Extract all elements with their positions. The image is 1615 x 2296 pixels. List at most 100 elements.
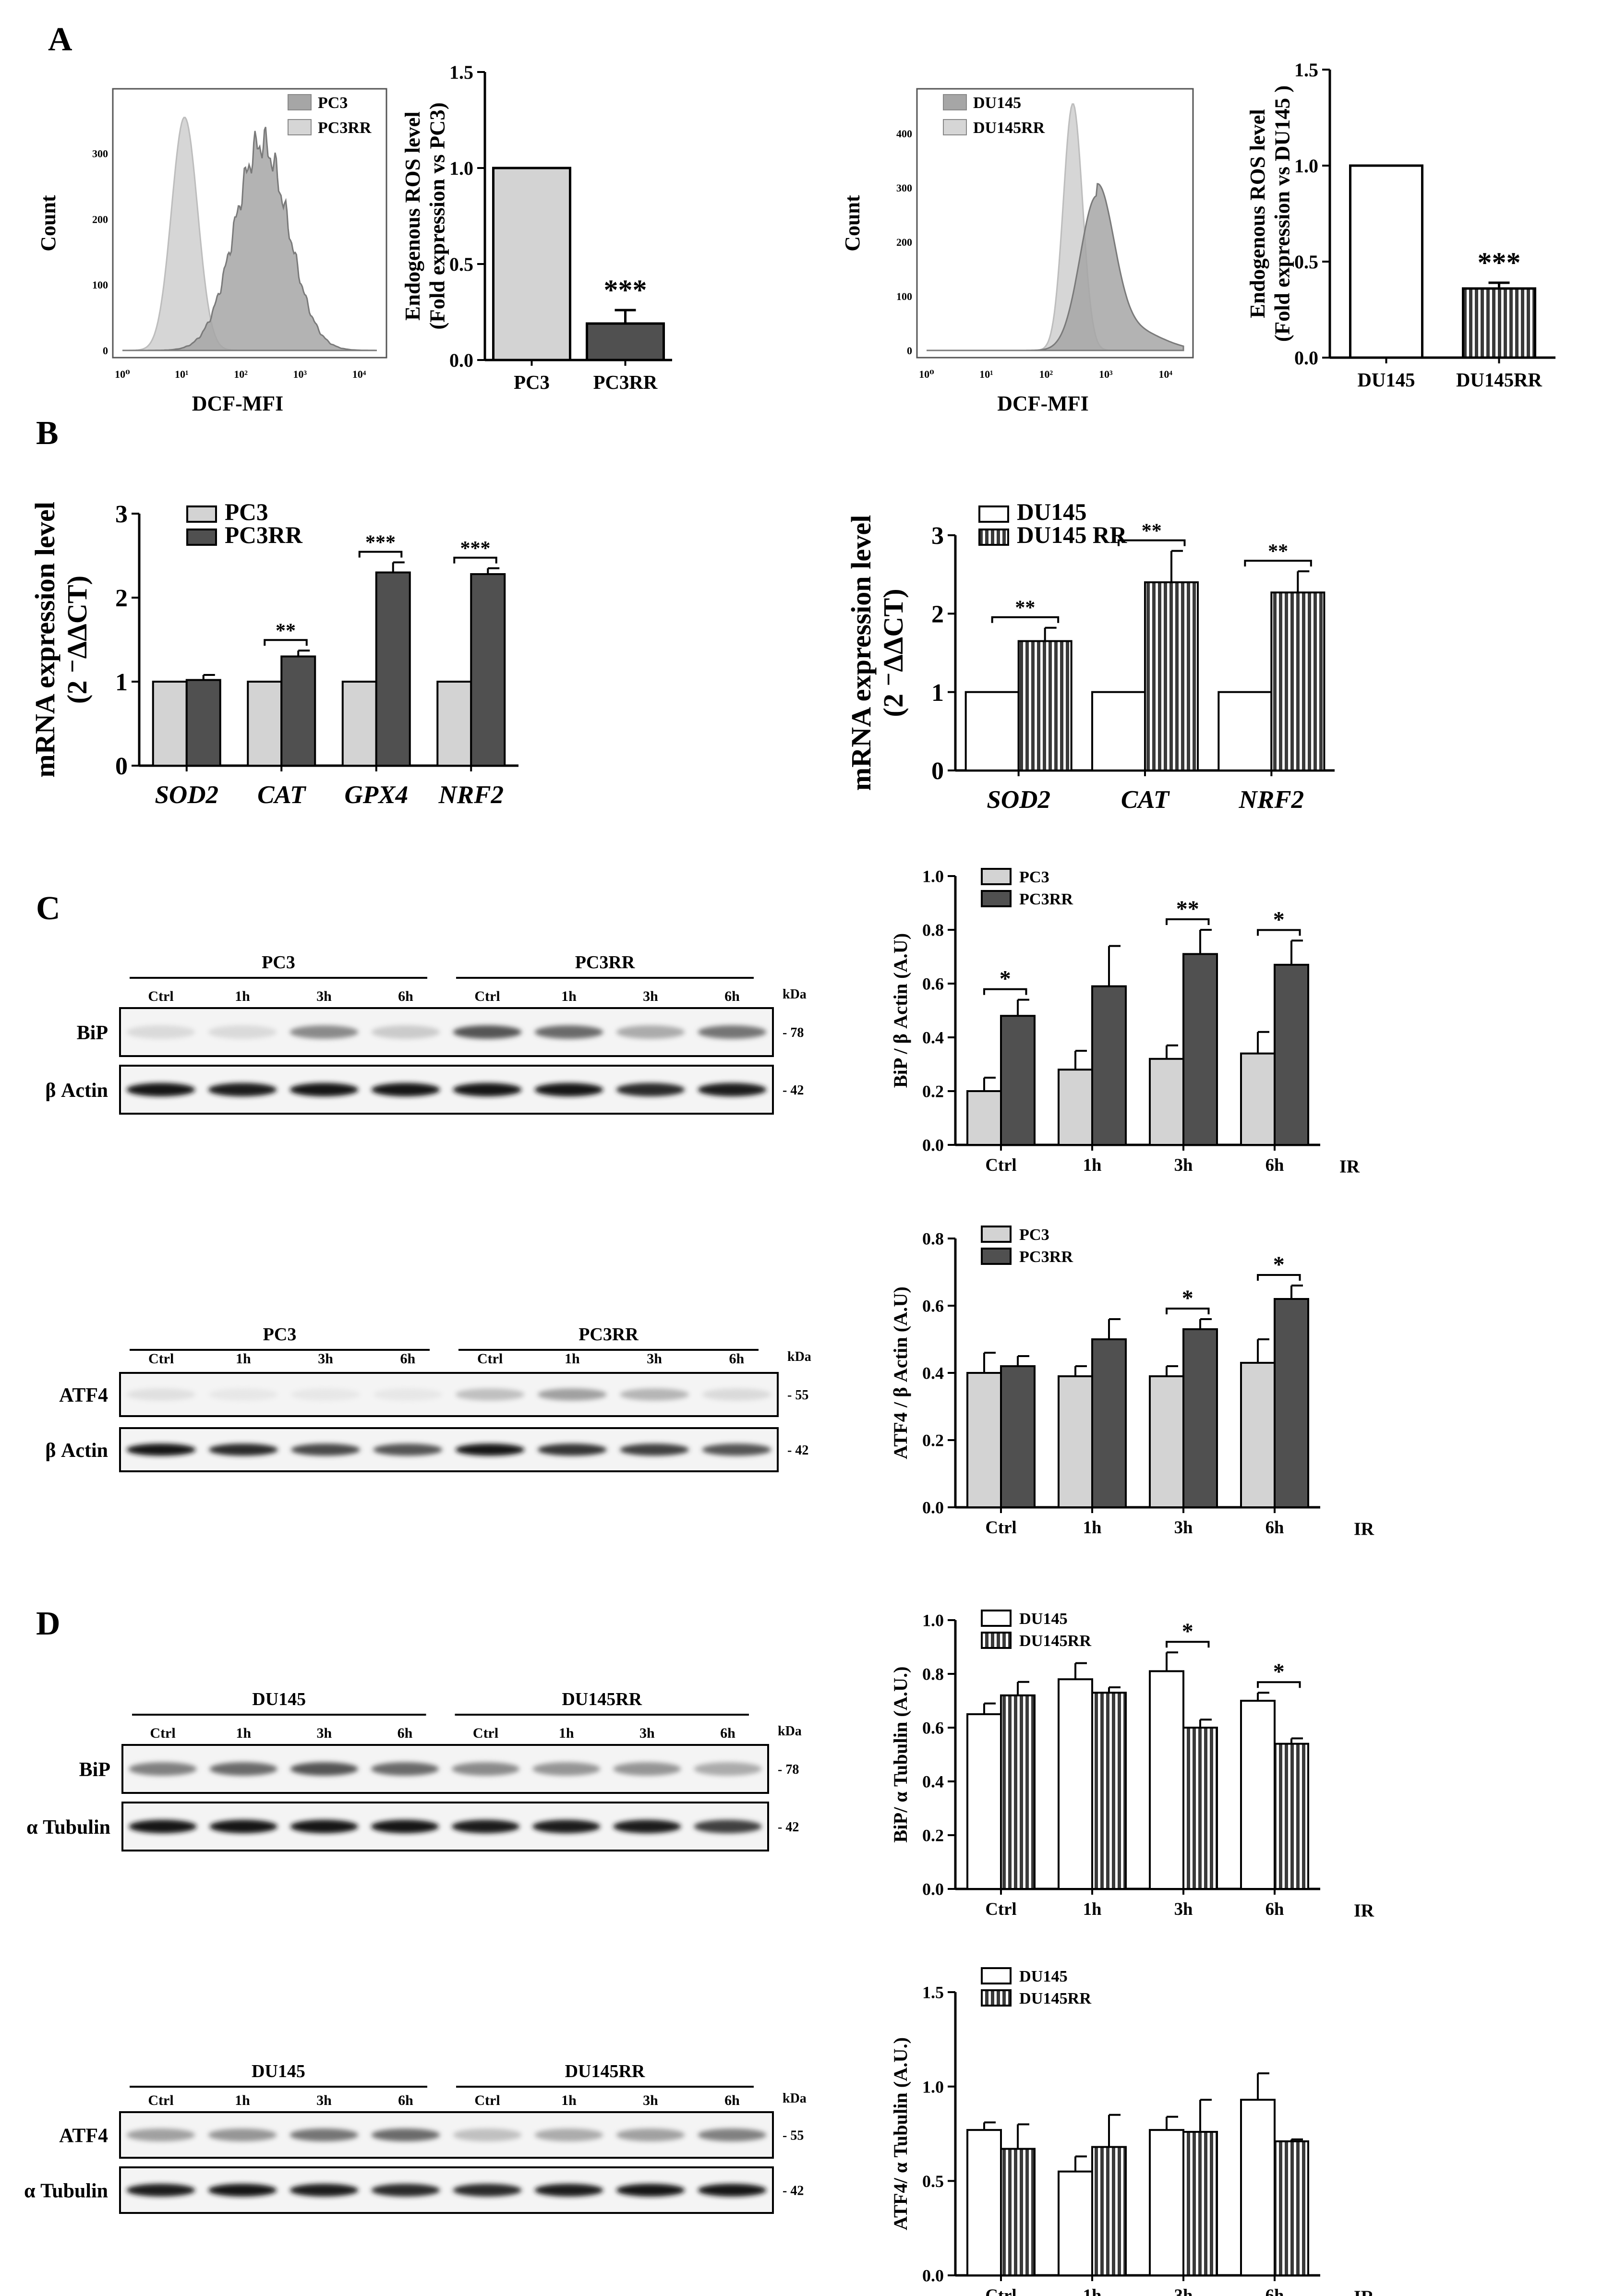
western-blot-1-band [453, 1025, 522, 1039]
western-blot-4-row-label: α Tubulin [24, 2180, 108, 2202]
chart-b-du145-ytick-label: 3 [931, 522, 944, 550]
chart-c-atf4-ytick-label: 0.4 [922, 1364, 944, 1383]
chart-b-pc3-bar [470, 573, 506, 767]
western-blot-3-group-label: DU145 [252, 1689, 306, 1709]
western-blot-3-band [209, 1762, 277, 1776]
western-blot-1-lane-label: 1h [561, 988, 577, 1004]
flow-histogram-1-xtick-label: 10² [234, 368, 248, 380]
chart-c-atf4-bar [1091, 1338, 1127, 1508]
chart-d-atf4-bar [1091, 2146, 1127, 2276]
western-blot-4-lane-label: Ctrl [148, 2092, 173, 2108]
chart-c-bip-legend-swatch [981, 890, 1012, 907]
western-blot-4-band [453, 2128, 522, 2141]
western-blot-2-band [208, 1443, 278, 1456]
chart-c-atf4-significance: * [1182, 1286, 1193, 1311]
chart-a-du145-ytick-label: 0.0 [1294, 347, 1318, 369]
chart-d-bip-xtick-label: 1h [1083, 1899, 1102, 1919]
chart-c-bip-ytick-label: 0.8 [922, 921, 944, 940]
chart-a-pc3-ylabel: Endogenous ROS level (Fold expression vs … [400, 102, 449, 329]
chart-c-atf4-ytick-label: 0.8 [922, 1229, 944, 1249]
chart-d-bip-x-title: IR [1354, 1901, 1374, 1921]
chart-c-atf4-legend-swatch [981, 1248, 1012, 1265]
chart-b-du145-sig-bracket [1244, 560, 1312, 567]
chart-b-pc3-sig-bracket [453, 556, 497, 564]
western-blot-2-band [291, 1388, 361, 1401]
chart-b-pc3-ytick-label: 2 [115, 585, 128, 612]
western-blot-4-band [534, 2128, 603, 2141]
chart-b-pc3-ylabel: mRNA expression level (2 ⁻ΔΔCT) [29, 502, 93, 778]
chart-b-du145-xtick-label: NRF2 [1239, 786, 1304, 814]
chart-b-pc3-significance: ** [276, 620, 296, 642]
chart-b-pc3-ytick-label: 1 [115, 669, 128, 696]
chart-c-atf4-ylabel-line1: ATF4 / β Actin (A.U) [890, 1286, 911, 1459]
western-blot-2-lane-label: 3h [647, 1351, 662, 1367]
chart-c-atf4-significance: * [1273, 1252, 1285, 1277]
chart-c-bip-bar [1058, 1069, 1093, 1146]
chart-c-atf4-ytick-label: 0.6 [922, 1297, 944, 1316]
western-blot-4-group-label: DU145 [252, 2061, 305, 2081]
western-blot-4-band [126, 2184, 195, 2197]
western-blot-3-band [451, 1762, 520, 1776]
western-blot-4-lane-label: Ctrl [474, 2092, 500, 2108]
western-blot-1-band [616, 1025, 685, 1039]
chart-d-bip-ytick-label: 0.6 [922, 1719, 944, 1738]
flow-histogram-1-ytick-label: 100 [92, 279, 108, 291]
western-blot-4-band [616, 2184, 685, 2197]
chart-a-du145-bar [1349, 164, 1423, 359]
western-blot-2-band [373, 1388, 443, 1401]
western-blot-2-band [126, 1388, 196, 1401]
western-blot-1-kda-label: - 42 [783, 1083, 804, 1098]
western-blot-4: DU145 DU145RR Ctrl 1h 3h 6h Ctrl 1h 3h 6h kDa - 55 -… [24, 2061, 807, 2214]
chart-c-bip-xtick-label: 6h [1265, 1155, 1284, 1175]
flow-histogram-1-ytick-label: 0 [103, 345, 108, 357]
western-blot-3-group-label: DU145RR [562, 1689, 642, 1709]
chart-d-bip-bar [1274, 1743, 1309, 1890]
western-blot-2-band [702, 1443, 771, 1456]
chart-c-bip-significance: * [1000, 966, 1011, 992]
chart-c-atf4-sig-bracket [1166, 1308, 1210, 1314]
chart-b-du145-legend-label: DU145 RR [1017, 522, 1127, 548]
chart-a-pc3-ytick-label: 1.0 [449, 157, 473, 179]
western-blot-1-band [698, 1083, 767, 1096]
western-blot-2-band [702, 1388, 771, 1401]
chart-c-bip-legend-label: PC3 [1019, 868, 1049, 886]
chart-d-bip-legend-label: DU145 [1019, 1610, 1068, 1628]
flow-histogram-2-legend-swatch [943, 94, 967, 110]
western-blot-2-lane-label: 6h [400, 1351, 416, 1367]
chart-b-du145-significance: ** [1142, 520, 1162, 542]
flow-histogram-1-dark-peak [122, 127, 377, 351]
western-blot-1-kda-label: kDa [783, 987, 807, 1002]
western-blot-2-kda-label: kDa [787, 1349, 811, 1364]
chart-b-du145-bar [1017, 640, 1073, 771]
chart-a-du145-ylabel-line2: (Fold expression vs DU145 ) [1270, 85, 1294, 342]
panel-label-a: A [48, 21, 72, 58]
western-blot-2-kda-label: - 42 [787, 1443, 808, 1458]
chart-d-bip-sig-bracket [1166, 1641, 1210, 1648]
chart-d-bip-significance: * [1273, 1659, 1285, 1684]
chart-b-du145-ytick-label: 2 [931, 601, 944, 628]
western-blot-3-lane-label: 6h [720, 1725, 735, 1741]
western-blot-1-row-label: β Actin [45, 1080, 108, 1102]
western-blot-3-kda-label: - 42 [778, 1820, 799, 1835]
chart-c-bip-significance: ** [1176, 896, 1199, 922]
chart-c-bip-x-title: IR [1339, 1157, 1360, 1177]
chart-b-du145-ylabel: mRNA expression level (2 ⁻ΔΔCT) [845, 515, 909, 791]
chart-b-pc3-bar [185, 679, 221, 767]
western-blot-4-band [289, 2128, 359, 2141]
chart-c-atf4-sig-bracket [1257, 1274, 1301, 1281]
western-blot-1-band [698, 1025, 767, 1039]
western-blot-3-band [532, 1762, 601, 1776]
chart-c-atf4-xtick-label: Ctrl [985, 1517, 1016, 1537]
chart-a-pc3-ylabel-line2: (Fold expression vs PC3) [425, 102, 449, 329]
western-blot-3-band [694, 1762, 762, 1776]
chart-d-bip-bar [1058, 1678, 1093, 1890]
western-blot-2-lane-label: Ctrl [477, 1351, 503, 1367]
flow-histogram-2-xtick-label: 10³ [1099, 368, 1113, 380]
chart-c-bip-legend-label: PC3RR [1019, 890, 1073, 908]
chart-a-pc3-bar [492, 167, 571, 361]
chart-a-du145-xtick-label: DU145RR [1456, 369, 1543, 391]
western-blot-1-lane-label: 6h [724, 988, 740, 1004]
western-blot-1-band [289, 1025, 359, 1039]
western-blot-2-group-label: PC3 [263, 1324, 297, 1345]
chart-c-atf4-bar [1000, 1365, 1036, 1508]
